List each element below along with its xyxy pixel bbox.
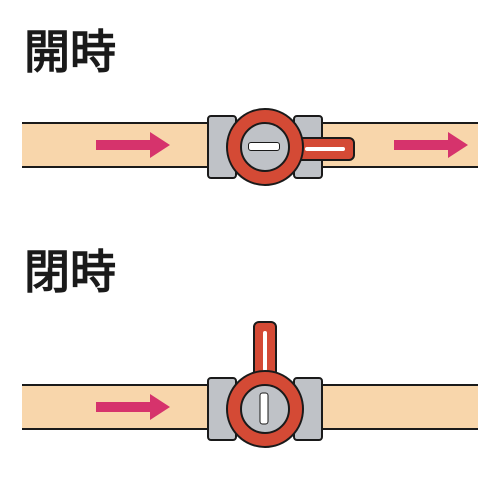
flow-arrow-close-in <box>96 394 170 420</box>
flow-arrow-open-in <box>96 132 170 158</box>
valve-slot <box>248 142 280 151</box>
open-label: 開時 <box>24 16 116 82</box>
flow-arrow-open-out <box>394 132 468 158</box>
valve-slot <box>260 392 269 424</box>
close-label: 閉時 <box>24 236 116 302</box>
handle-notch <box>305 147 345 151</box>
handle-notch <box>263 331 267 371</box>
